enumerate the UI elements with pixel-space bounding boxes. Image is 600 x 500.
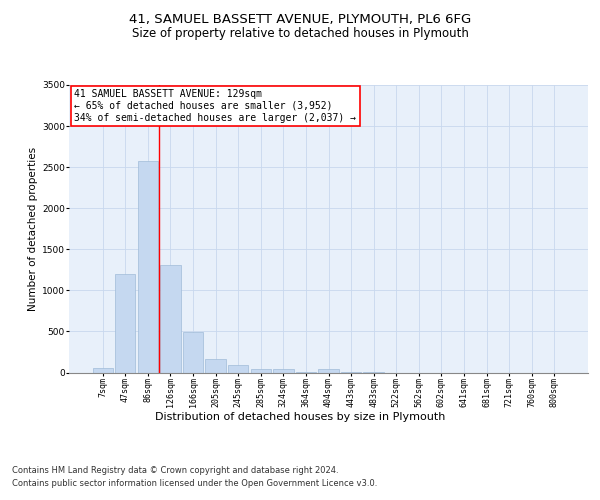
Bar	[273, 369, 293, 372]
Text: 41, SAMUEL BASSETT AVENUE, PLYMOUTH, PL6 6FG: 41, SAMUEL BASSETT AVENUE, PLYMOUTH, PL6…	[129, 12, 471, 26]
Bar	[92, 368, 113, 372]
Bar	[183, 332, 203, 372]
Bar	[138, 160, 158, 372]
Text: Size of property relative to detached houses in Plymouth: Size of property relative to detached ho…	[131, 28, 469, 40]
Bar	[115, 274, 136, 372]
Text: Distribution of detached houses by size in Plymouth: Distribution of detached houses by size …	[155, 412, 445, 422]
Y-axis label: Number of detached properties: Number of detached properties	[28, 146, 38, 311]
Bar	[228, 365, 248, 372]
Bar	[319, 369, 338, 372]
Bar	[160, 265, 181, 372]
Text: Contains public sector information licensed under the Open Government Licence v3: Contains public sector information licen…	[12, 479, 377, 488]
Text: Contains HM Land Registry data © Crown copyright and database right 2024.: Contains HM Land Registry data © Crown c…	[12, 466, 338, 475]
Text: 41 SAMUEL BASSETT AVENUE: 129sqm
← 65% of detached houses are smaller (3,952)
34: 41 SAMUEL BASSETT AVENUE: 129sqm ← 65% o…	[74, 90, 356, 122]
Bar	[251, 369, 271, 372]
Bar	[205, 360, 226, 372]
